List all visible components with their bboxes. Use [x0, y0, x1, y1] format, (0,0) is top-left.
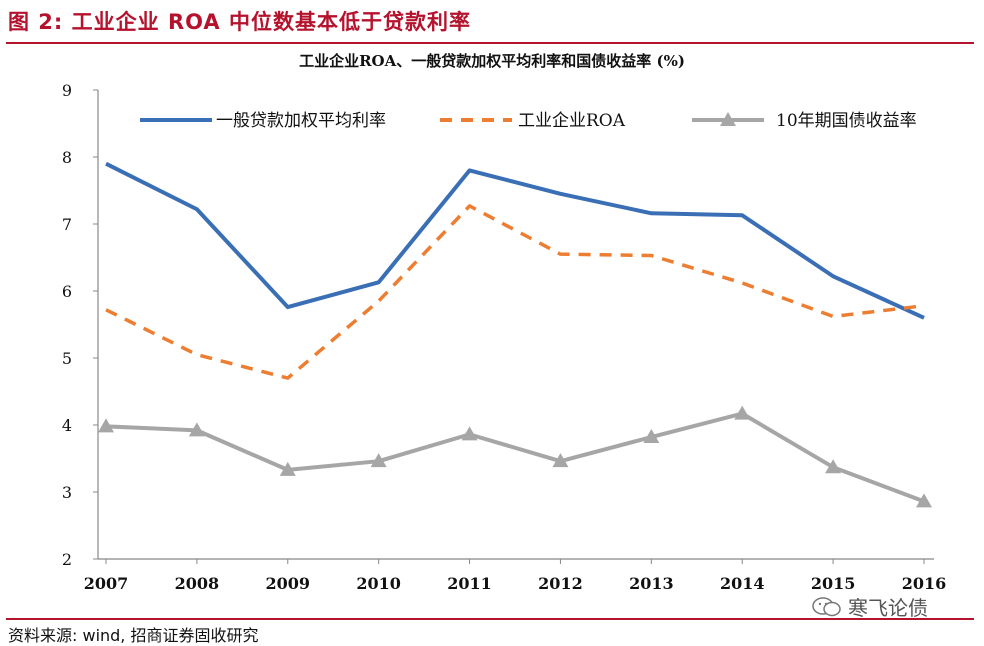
y-tick-label: 4 [62, 416, 72, 435]
legend-label-2: 工业企业ROA [518, 111, 626, 131]
series-line-1 [105, 161, 925, 320]
wechat-icon [812, 596, 841, 616]
data-point-marker [916, 493, 932, 508]
data-point-marker [370, 453, 387, 468]
data-point-marker [461, 426, 478, 441]
legend-marker [720, 112, 736, 126]
figure-title: 图 2: 工业企业 ROA 中位数基本低于贷款利率 [8, 10, 471, 34]
y-tick-label: 8 [62, 148, 72, 167]
y-tick-label: 9 [62, 81, 72, 100]
watermark: 寒飞论债 [812, 592, 928, 621]
x-tick-label: 2010 [356, 574, 401, 593]
x-tick-label: 2007 [84, 574, 129, 593]
y-tick-label: 7 [62, 215, 72, 234]
data-point-marker [188, 422, 205, 437]
series-line-2 [105, 204, 925, 380]
x-tick-label: 2009 [266, 574, 311, 593]
chart-title: 工业企业ROA、一般贷款加权平均利率和国债收益率 (%) [299, 52, 685, 70]
x-tick-label: 2012 [538, 574, 583, 593]
data-point-marker [734, 405, 751, 420]
top-rule [6, 42, 974, 44]
x-tick-label: 2016 [902, 574, 947, 593]
source-note: 资料来源: wind, 招商证券固收研究 [8, 626, 259, 645]
data-point-marker [98, 418, 114, 433]
data-point-marker [279, 461, 296, 476]
y-tick-label: 3 [62, 483, 72, 502]
y-tick-label: 6 [62, 282, 72, 301]
x-tick-label: 2015 [811, 574, 856, 593]
data-point-marker [643, 429, 660, 444]
data-point-marker [552, 453, 569, 468]
watermark-text: 寒飞论债 [848, 596, 928, 620]
x-tick-label: 2013 [629, 574, 674, 593]
y-tick-label: 5 [62, 349, 72, 368]
y-tick-label: 2 [62, 550, 72, 569]
series-line-3 [105, 411, 925, 504]
x-tick-label: 2011 [447, 574, 492, 593]
bottom-rule [6, 618, 974, 620]
legend-label-1: 一般贷款加权平均利率 [216, 111, 386, 131]
x-tick-label: 2014 [720, 574, 765, 593]
x-tick-label: 2008 [175, 574, 220, 593]
data-point-marker [825, 459, 842, 474]
legend-label-3: 10年期国债收益率 [776, 111, 917, 131]
